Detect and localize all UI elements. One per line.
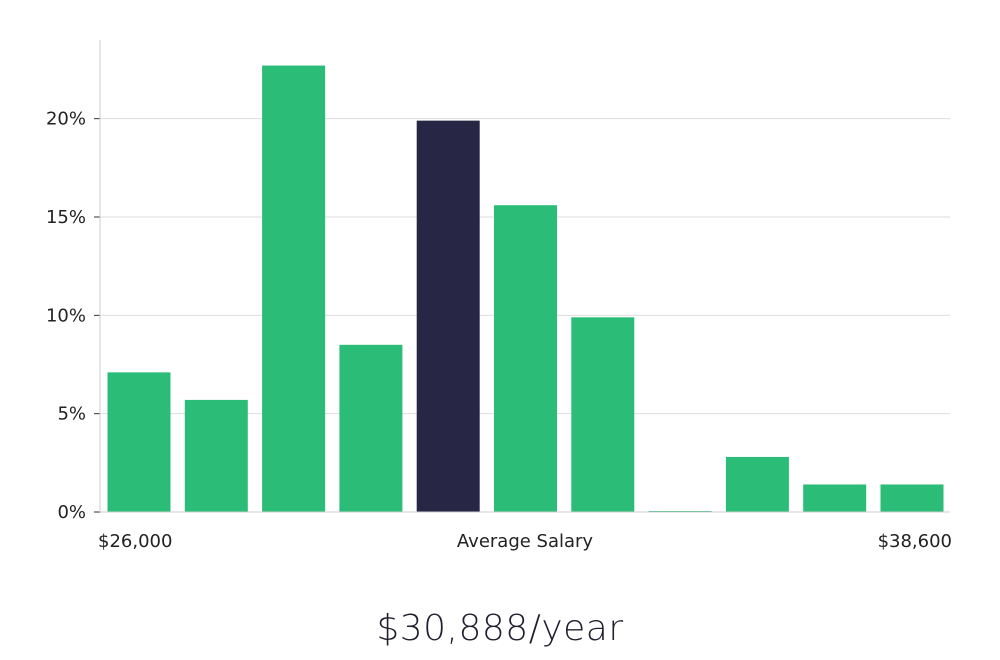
y-tick-labels: 0% 5% 10% 15% 20% bbox=[46, 109, 86, 523]
bar-average-salary bbox=[416, 120, 480, 512]
bar-10 bbox=[803, 484, 867, 512]
y-tick-label-0: 0% bbox=[57, 502, 86, 523]
bars bbox=[107, 65, 944, 513]
salary-histogram-chart: 0% 5% 10% 15% 20% $26,000 Average Salary $38… bbox=[46, 40, 952, 552]
axes bbox=[94, 40, 950, 513]
y-tick-label-10: 10% bbox=[46, 305, 86, 326]
bar-6 bbox=[494, 205, 557, 512]
bar-4 bbox=[339, 344, 403, 512]
x-max-label: $38,600 bbox=[878, 531, 952, 552]
x-min-label: $26,000 bbox=[98, 531, 172, 552]
y-tick-label-15: 15% bbox=[46, 207, 86, 228]
x-axis-label: Average Salary bbox=[457, 531, 594, 552]
y-tick-label-20: 20% bbox=[46, 109, 86, 130]
bar-9 bbox=[725, 456, 789, 512]
bar-3 bbox=[262, 65, 326, 513]
bar-7 bbox=[571, 317, 635, 512]
bar-1 bbox=[107, 372, 171, 512]
y-tick-label-5: 5% bbox=[57, 404, 86, 425]
bar-2 bbox=[184, 399, 248, 512]
bar-11 bbox=[880, 484, 944, 512]
average-salary-value: $30,888/year bbox=[376, 608, 624, 649]
